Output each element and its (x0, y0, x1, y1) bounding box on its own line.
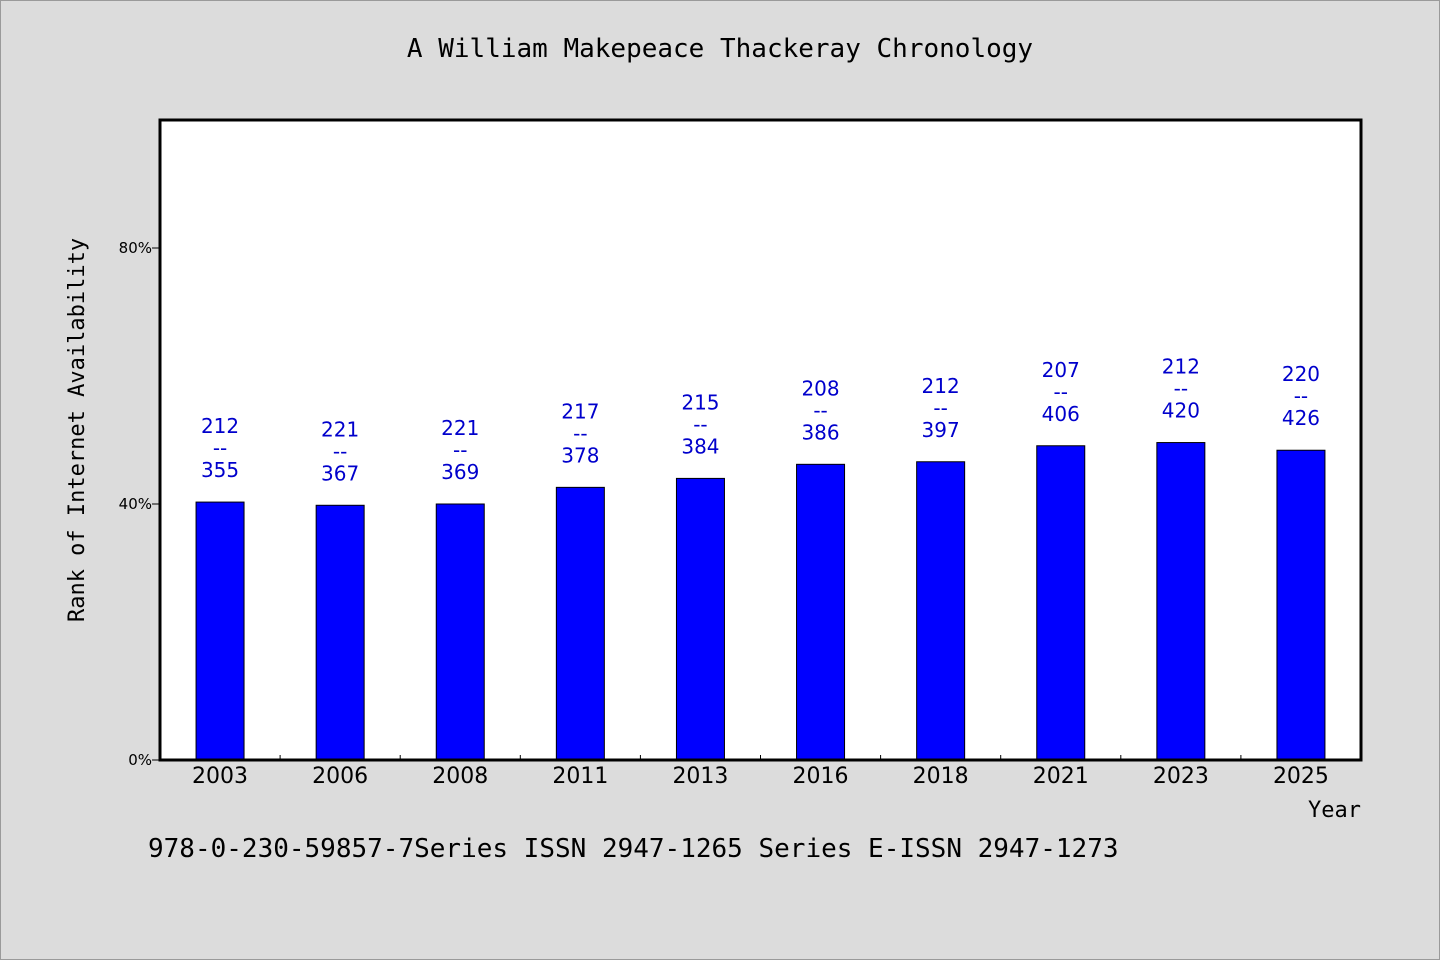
data-label-2013-0: 215 (681, 390, 719, 414)
x-tick-label-2023: 2023 (1153, 764, 1209, 789)
data-label-2021-2: 406 (1042, 402, 1080, 426)
data-label-2016-2: 386 (801, 420, 839, 444)
data-label-2006-1: -- (333, 439, 347, 463)
data-label-2018-0: 212 (922, 374, 960, 398)
data-label-2003-0: 212 (201, 414, 239, 438)
data-label-2013-2: 384 (681, 434, 719, 458)
data-label-2023-1: -- (1174, 377, 1188, 401)
data-label-2003-1: -- (213, 436, 227, 460)
plot-border (158, 118, 1363, 762)
x-tick-label-2021: 2021 (1033, 764, 1089, 789)
data-label-2003-2: 355 (201, 458, 239, 482)
bar-2003 (195, 501, 245, 761)
x-tick-label-2008: 2008 (432, 764, 488, 789)
data-label-2008-2: 369 (441, 460, 479, 484)
x-tick-label-2006: 2006 (312, 764, 368, 789)
data-label-2021-0: 207 (1042, 358, 1080, 382)
bar-2008 (435, 503, 485, 761)
x-tick-label-2003: 2003 (192, 764, 248, 789)
bar-2018 (916, 461, 966, 761)
data-label-2011-0: 217 (561, 399, 599, 423)
x-tick-label-2018: 2018 (913, 764, 969, 789)
data-label-2016-0: 208 (801, 376, 839, 400)
data-label-2016-1: -- (813, 398, 827, 422)
data-label-2025-2: 426 (1282, 406, 1320, 430)
data-label-2025-0: 220 (1282, 362, 1320, 386)
data-label-2021-1: -- (1054, 380, 1068, 404)
bar-2016 (796, 463, 846, 761)
y-axis-title: Rank of Internet Availability (65, 238, 90, 622)
x-axis-title: Year (1308, 798, 1361, 823)
data-label-2011-1: -- (573, 421, 587, 445)
data-label-2023-2: 420 (1162, 399, 1200, 423)
footnote: 978-0-230-59857-7Series ISSN 2947-1265 S… (148, 834, 1119, 864)
bar-2006 (315, 504, 365, 761)
data-label-2006-0: 221 (321, 417, 359, 441)
bar-2011 (555, 486, 605, 761)
data-label-2018-1: -- (933, 396, 947, 420)
data-label-2025-1: -- (1294, 384, 1308, 408)
data-label-2008-1: -- (453, 438, 467, 462)
data-label-2013-1: -- (693, 412, 707, 436)
chart-title: A William Makepeace Thackeray Chronology (406, 34, 1034, 64)
x-tick-label-2016: 2016 (793, 764, 849, 789)
data-label-2011-2: 378 (561, 443, 599, 467)
bar-2023 (1156, 442, 1206, 761)
data-label-2018-2: 397 (922, 418, 960, 442)
data-label-2006-2: 367 (321, 461, 359, 485)
data-label-2008-0: 221 (441, 416, 479, 440)
bar-2021 (1036, 445, 1086, 761)
y-tick-label-40%: 40% (119, 495, 152, 513)
x-tick-label-2011: 2011 (552, 764, 608, 789)
bar-2013 (675, 477, 725, 761)
data-label-2023-0: 212 (1162, 355, 1200, 379)
x-tick-label-2013: 2013 (672, 764, 728, 789)
bar-2025 (1276, 449, 1326, 761)
y-tick-label-80%: 80% (119, 239, 152, 257)
y-tick-label-0%: 0% (128, 751, 152, 769)
x-tick-label-2025: 2025 (1273, 764, 1329, 789)
